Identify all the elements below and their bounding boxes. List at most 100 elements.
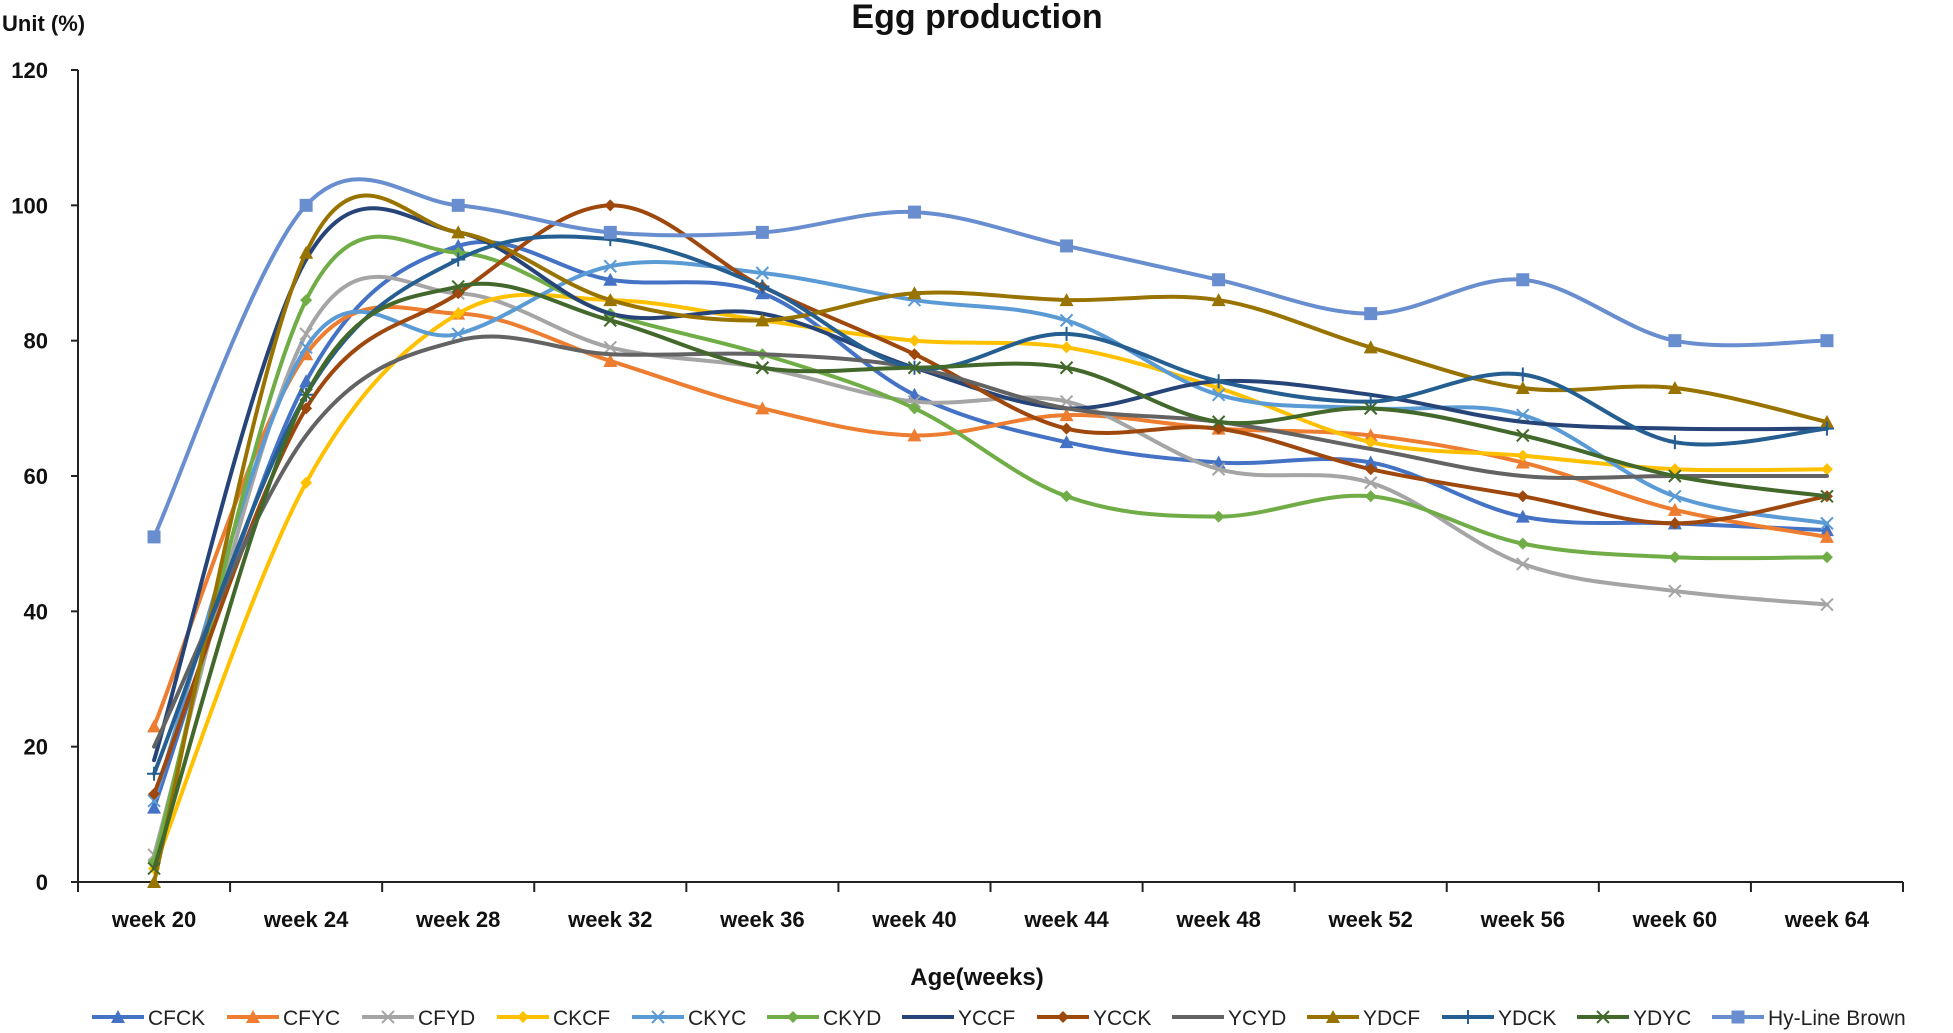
legend-item-ycck: YCCK <box>1037 1007 1151 1030</box>
legend-marker <box>787 1011 799 1023</box>
series-line-ckyd <box>152 234 1829 864</box>
x-tick-label: week 32 <box>567 907 652 932</box>
y-tick-label: 0 <box>36 870 48 895</box>
data-point-hy-line-brown <box>1212 273 1226 287</box>
x-tick-label: week 64 <box>1784 907 1870 932</box>
series-ckyd <box>148 234 1833 868</box>
x-axis-label: Age(weeks) <box>910 964 1043 991</box>
legend-item-ckyd: CKYD <box>767 1007 881 1030</box>
data-point-ckyd <box>300 294 313 307</box>
data-point-ydck <box>755 279 770 294</box>
data-point-ydyc <box>603 313 617 328</box>
data-point-ckcf <box>1516 449 1529 462</box>
data-point-ydcf <box>1363 340 1378 354</box>
legend: CFCK CFYC CFYD CKCF CKYC CKYD YCCF YCCK YCYD YDCF… <box>92 1007 1906 1030</box>
data-point-ydyc <box>1516 428 1530 443</box>
legend-marker <box>1731 1010 1745 1024</box>
x-tick-label: week 60 <box>1632 907 1717 932</box>
x-tick-label: week 52 <box>1328 907 1413 932</box>
legend-label: YDCF <box>1363 1007 1420 1030</box>
legend-label: Hy-Line Brown <box>1768 1007 1906 1030</box>
data-point-cfyd <box>603 340 617 355</box>
data-point-hy-line-brown <box>1820 334 1834 348</box>
data-point-ckyd <box>908 402 921 415</box>
legend-item-ckcf: CKCF <box>497 1007 610 1030</box>
series-hy-line-brown <box>147 177 1834 544</box>
x-tick-label: week 28 <box>415 907 500 932</box>
legend-label: CFYD <box>418 1007 475 1030</box>
y-tick-label: 20 <box>24 735 48 760</box>
data-point-ydck <box>1211 374 1226 389</box>
data-point-ydyc <box>451 279 465 294</box>
data-point-ycck <box>300 402 313 415</box>
y-tick-label: 100 <box>11 193 48 218</box>
legend-item-yccf: YCCF <box>902 1007 1015 1030</box>
legend-marker <box>1596 1010 1610 1024</box>
series-cfck <box>147 238 1834 814</box>
data-point-ckcf <box>1364 436 1377 449</box>
data-point-hy-line-brown <box>147 530 161 544</box>
data-point-ydyc <box>755 361 770 375</box>
data-point-ydcf <box>1819 414 1834 428</box>
data-point-ydyc <box>1668 469 1682 483</box>
data-point-cfck <box>1059 435 1074 449</box>
data-point-ycck <box>1516 490 1529 503</box>
series-line-hy-line-brown <box>152 177 1829 539</box>
data-point-ydcf <box>1667 381 1682 395</box>
data-point-ckyc <box>1059 313 1074 328</box>
data-point-ckyc <box>147 794 161 808</box>
data-point-cfck <box>451 238 466 252</box>
series-cfyc <box>147 305 1834 733</box>
data-point-cfyc <box>1515 455 1530 469</box>
data-point-ydyc <box>1820 489 1834 504</box>
data-point-ckyd <box>1212 510 1225 523</box>
data-point-ydcf <box>907 286 922 300</box>
data-point-cfyd <box>1211 462 1226 476</box>
data-point-ycck <box>148 788 161 801</box>
legend-label: YDCK <box>1498 1007 1556 1030</box>
data-point-ydck <box>147 766 162 781</box>
data-point-cfyc <box>907 428 922 442</box>
data-point-hy-line-brown <box>907 205 921 219</box>
y-tick-label: 80 <box>24 329 48 354</box>
x-tick-labels: week 20 week 24 week 28 week 32 week 36 week … <box>111 907 1870 932</box>
data-point-cfck <box>299 374 314 388</box>
data-point-ydyc <box>147 861 161 876</box>
data-point-ydcf <box>147 875 162 888</box>
data-point-ydcf <box>1515 381 1530 395</box>
legend-label: CKYD <box>823 1007 881 1030</box>
legend-item-cfyd: CFYD <box>362 1007 475 1030</box>
data-point-ycck <box>908 348 921 361</box>
data-point-ckyd <box>1668 551 1681 564</box>
data-point-ckcf <box>1060 341 1073 354</box>
data-point-ckcf <box>1820 463 1833 476</box>
legend-label: YDYC <box>1633 1007 1691 1030</box>
x-tick-label: week 24 <box>263 907 349 932</box>
data-point-ydcf <box>299 245 314 259</box>
legend-item-cfyc: CFYC <box>227 1007 340 1030</box>
legend-label: YCYD <box>1228 1007 1286 1030</box>
series-line-cfyc <box>152 305 1829 729</box>
legend-item-cfck: CFCK <box>92 1007 205 1030</box>
legend-marker <box>1461 1010 1475 1024</box>
data-point-cfck <box>1819 523 1834 537</box>
data-point-ydyc <box>299 388 313 402</box>
y-tick-label: 40 <box>24 599 48 624</box>
data-point-hy-line-brown <box>1516 273 1530 287</box>
data-point-hy-line-brown <box>1364 307 1378 321</box>
data-point-hy-line-brown <box>1668 334 1682 348</box>
legend-label: CKYC <box>688 1007 746 1030</box>
x-tick-label: week 20 <box>111 907 196 932</box>
y-tick-label: 60 <box>24 464 48 489</box>
legend-marker <box>381 1010 395 1024</box>
x-tick-label: week 56 <box>1480 907 1565 932</box>
data-point-ydck <box>1059 326 1074 341</box>
data-point-ckyc <box>1211 388 1226 402</box>
legend-item-ckyc: CKYC <box>632 1007 746 1030</box>
series-ycyd <box>152 334 1829 749</box>
legend-label: YCCK <box>1093 1007 1151 1030</box>
data-point-ydcf <box>1211 293 1226 307</box>
series-line-ckcf <box>152 292 1829 871</box>
data-point-ydcf <box>603 293 618 307</box>
legend-item-ydcf: YDCF <box>1307 1007 1420 1030</box>
